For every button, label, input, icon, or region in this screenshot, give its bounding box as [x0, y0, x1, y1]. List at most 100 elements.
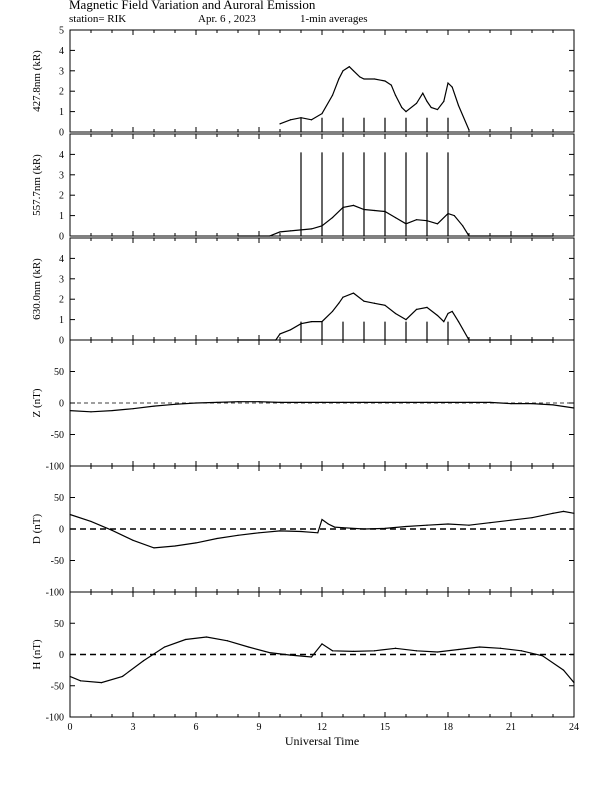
pZ-data-point: [321, 401, 323, 403]
p6300-y-tick-label: 3: [59, 274, 64, 285]
pZ-data-point: [153, 405, 155, 407]
pD-data-point: [69, 513, 71, 516]
pD-data-point: [321, 518, 323, 521]
p4278-y-tick-label: 1: [59, 107, 64, 118]
p4278-ylabel: 427.8nm (kR): [31, 50, 43, 112]
pH-data-point: [573, 682, 575, 684]
p5577-y-tick-label: 4: [59, 150, 64, 161]
p5577-data-point: [237, 235, 239, 237]
pD-y-tick-label: 50: [54, 493, 64, 504]
pD-data-point: [258, 532, 260, 534]
pH-data-point: [79, 680, 82, 682]
p6300-y-tick-label: 1: [59, 315, 64, 326]
p6300-y-tick-label: 2: [59, 295, 64, 306]
pZ-data-point: [216, 401, 218, 403]
pH-data-point: [100, 682, 103, 684]
x-axis-label: Universal Time: [285, 734, 359, 748]
p6300-data-point: [394, 312, 397, 315]
p4278-data-point: [436, 108, 439, 111]
p4278-data-point: [430, 106, 432, 109]
p4278-data-point: [443, 100, 445, 102]
p4278-data-point: [384, 80, 386, 82]
p4278-y-tick-label: 0: [59, 128, 64, 139]
pD-data-point: [573, 512, 575, 514]
pD-data-point: [237, 534, 239, 536]
pD-data-point: [384, 527, 386, 529]
pD-data-point: [90, 520, 92, 523]
p5577-series-line: [238, 204, 553, 237]
p6300-data-point: [310, 321, 313, 323]
p4278-data-point: [342, 70, 344, 72]
pD-data-point: [153, 547, 155, 549]
pH-x-tick-label: 18: [443, 722, 453, 733]
pH-y-tick-label: -100: [46, 713, 64, 724]
pD-data-point: [468, 524, 470, 526]
p6300-data-point: [352, 292, 355, 294]
p5577-y-tick-label: 2: [59, 191, 64, 202]
pH-data-point: [457, 648, 460, 651]
p5577-data-point: [468, 235, 470, 237]
pD-data-point: [531, 517, 533, 519]
pH-data-point: [436, 651, 439, 653]
pZ-data-point: [468, 401, 470, 403]
pZ-data-point: [237, 401, 239, 403]
p6300-data-point: [338, 302, 340, 304]
p4278-data-point: [394, 94, 397, 96]
pH-data-point: [541, 655, 544, 657]
p6300-data-point: [279, 333, 281, 335]
pH-data-point: [321, 643, 323, 645]
pD-data-point: [363, 528, 365, 530]
p6300-data-point: [426, 306, 428, 308]
p6300-data-point: [373, 302, 376, 304]
p6300-ylabel: 630.0nm (kR): [31, 258, 43, 320]
p4278-frame: [69, 29, 575, 133]
pZ-data-point: [489, 401, 491, 403]
pZ-data-point: [174, 403, 176, 405]
p6300-data-point: [363, 300, 365, 302]
p5577-data-point: [279, 231, 281, 233]
p6300-data-point: [436, 314, 439, 317]
p5577-data-point: [352, 204, 355, 206]
pD-data-point: [317, 532, 319, 534]
pZ-data-point: [447, 401, 449, 403]
pH-x-tick-label: 12: [317, 722, 327, 733]
p5577-data-point: [331, 217, 334, 219]
pD-data-point: [426, 524, 428, 526]
p5577-data-point: [415, 219, 418, 221]
p6300-data-point: [415, 308, 418, 310]
p4278-data-point: [468, 129, 470, 131]
p6300-data-point: [447, 312, 449, 315]
pZ-data-point: [258, 401, 260, 403]
p6300-data-point: [457, 321, 460, 323]
p4278-data-point: [415, 102, 418, 105]
pH-data-point: [69, 675, 71, 677]
pD-data-point: [552, 512, 554, 514]
p4278-data-point: [405, 111, 407, 113]
station-label: station= RIK: [69, 13, 127, 25]
pD-data-point: [489, 522, 491, 524]
pH-data-point: [499, 647, 502, 649]
pZ-data-point: [132, 408, 134, 410]
pZ-data-point: [279, 401, 281, 403]
pH-data-point: [226, 640, 229, 642]
p4278-series-line: [279, 65, 470, 131]
p4278-data-point: [338, 78, 340, 80]
date-label: Apr. 6 , 2023: [198, 13, 256, 25]
p5577-y-tick-label: 0: [59, 232, 64, 243]
p5577-y-tick-label: 1: [59, 211, 64, 222]
p5577-data-point: [453, 215, 455, 217]
p4278-data-point: [310, 119, 313, 121]
p6300-y-tick-label: 4: [59, 254, 64, 265]
pZ-data-point: [111, 409, 113, 412]
pH-data-point: [331, 650, 334, 652]
pZ-data-point: [405, 401, 407, 403]
pZ-data-point: [573, 407, 575, 409]
pZ-y-tick-label: 0: [59, 399, 64, 410]
pH-data-point: [205, 636, 208, 638]
p4278-data-point: [321, 113, 323, 115]
p4278-y-tick-label: 5: [59, 26, 64, 37]
pZ-data-point: [552, 404, 554, 406]
p4278-data-point: [363, 78, 365, 80]
pH-data-point: [562, 669, 565, 671]
